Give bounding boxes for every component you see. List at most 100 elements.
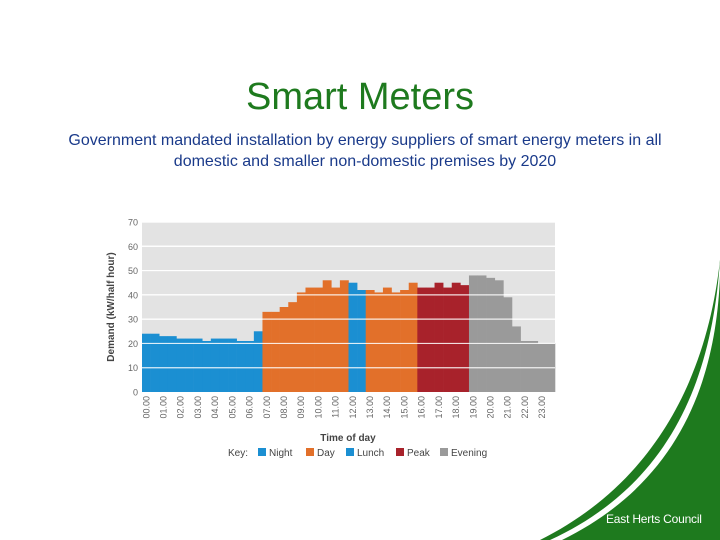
y-tick-label: 40 [128, 290, 138, 300]
bar [400, 290, 410, 392]
legend-label: Evening [451, 448, 487, 459]
bar [228, 338, 237, 392]
x-tick-label: 13.00 [365, 396, 375, 419]
bar [425, 287, 435, 392]
slide-subtitle: Government mandated installation by ener… [68, 132, 662, 170]
legend-swatch [306, 448, 314, 456]
bar [296, 292, 306, 392]
legend-label: Night [269, 448, 293, 459]
y-axis-label: Demand (kW/half hour) [106, 252, 117, 361]
x-tick-label: 17.00 [434, 396, 444, 419]
bar [382, 287, 392, 392]
bar [159, 336, 169, 392]
x-tick-label: 21.00 [503, 396, 513, 419]
x-tick-label: 12.00 [348, 396, 358, 419]
legend-title: Key: [228, 448, 248, 459]
demand-chart: 0 10 20 30 40 50 60 70 00.00 01.00 02.00 03.00 04.0… [106, 218, 556, 459]
bar [391, 292, 401, 392]
x-tick-label: 23.00 [537, 396, 547, 419]
legend-label: Lunch [357, 448, 384, 459]
x-tick-label: 04.00 [210, 396, 220, 419]
legend-label: Peak [407, 448, 431, 459]
x-tick-label: 10.00 [313, 396, 323, 419]
bar [417, 287, 427, 392]
bar [193, 338, 203, 392]
bar [434, 282, 444, 392]
bar [185, 338, 194, 392]
x-tick-labels: 00.00 01.00 02.00 03.00 04.00 05.00 06.00 07.00… [141, 396, 547, 419]
y-tick-label: 70 [128, 218, 138, 228]
bar [451, 282, 461, 392]
bar [210, 338, 220, 392]
bar [460, 285, 470, 392]
bar [357, 290, 366, 392]
legend: Key: Night Day Lunch Peak Evening [228, 448, 487, 459]
x-tick-label: 09.00 [296, 396, 306, 419]
y-tick-labels: 0 10 20 30 40 50 60 70 [128, 218, 138, 398]
bar [443, 287, 453, 392]
y-tick-label: 60 [128, 242, 138, 252]
bar [271, 311, 280, 392]
legend-swatch [346, 448, 354, 456]
x-tick-label: 11.00 [331, 396, 341, 418]
bar [494, 280, 504, 392]
bar [262, 311, 272, 392]
x-tick-label: 20.00 [485, 396, 495, 419]
y-tick-label: 20 [128, 339, 138, 349]
bar [202, 341, 212, 392]
bar [314, 287, 323, 392]
bar [245, 341, 255, 392]
bar [253, 331, 263, 392]
y-tick-label: 10 [128, 363, 138, 373]
brand-swoosh [540, 260, 720, 540]
bar [511, 326, 521, 392]
x-tick-label: 01.00 [159, 396, 169, 419]
legend-label: Day [317, 448, 335, 459]
bar [219, 338, 229, 392]
y-tick-label: 30 [128, 315, 138, 325]
x-tick-label: 22.00 [520, 396, 530, 419]
bar [305, 287, 315, 392]
x-tick-label: 15.00 [399, 396, 409, 419]
y-tick-label: 50 [128, 266, 138, 276]
bar [374, 292, 384, 392]
bar [468, 275, 478, 392]
bar [331, 287, 341, 392]
bar [365, 290, 375, 392]
bar [236, 341, 246, 392]
x-tick-label: 02.00 [176, 396, 186, 419]
bar [520, 341, 530, 392]
x-tick-label: 08.00 [279, 396, 289, 419]
bar [279, 307, 289, 392]
bar [339, 280, 349, 392]
bar [322, 280, 332, 392]
x-tick-label: 00.00 [141, 396, 151, 419]
x-tick-label: 19.00 [468, 396, 478, 419]
x-tick-label: 18.00 [451, 396, 461, 419]
bar [348, 282, 358, 392]
slide-title: Smart Meters [245, 76, 475, 118]
bar [176, 338, 186, 392]
x-tick-label: 07.00 [262, 396, 272, 419]
x-axis-label: Time of day [320, 433, 376, 444]
x-tick-label: 14.00 [382, 396, 392, 419]
bar [288, 302, 298, 392]
x-tick-label: 16.00 [417, 396, 427, 419]
bar [477, 275, 487, 392]
brand-name: East Herts Council [606, 512, 702, 526]
bar [529, 341, 539, 392]
bar [167, 336, 177, 392]
bar [150, 333, 160, 392]
legend-swatch [440, 448, 448, 456]
bar [408, 282, 418, 392]
bars [142, 221, 556, 392]
bar [486, 277, 496, 392]
x-tick-label: 06.00 [245, 396, 255, 419]
bar [503, 297, 513, 392]
legend-swatch [396, 448, 404, 456]
legend-swatch [258, 448, 266, 456]
bar [142, 333, 151, 392]
x-tick-label: 05.00 [227, 396, 237, 419]
y-tick-label: 0 [133, 388, 138, 398]
x-tick-label: 03.00 [193, 396, 203, 419]
